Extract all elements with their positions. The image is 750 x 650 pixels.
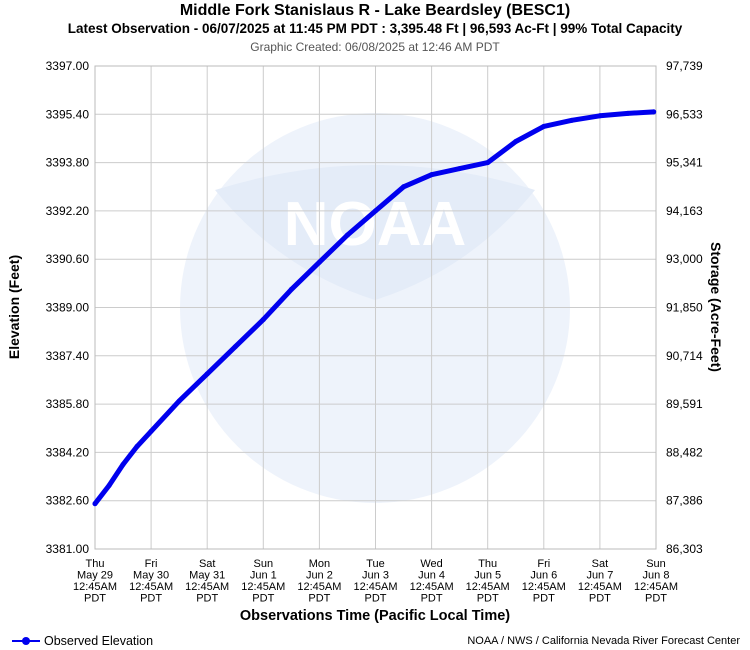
x-tick-label: Thu May 29 12:45AM PDT xyxy=(73,558,117,605)
x-tick-label: Sun Jun 1 12:45AM PDT xyxy=(241,558,285,605)
y-tick-label: 3389.00 xyxy=(46,301,90,315)
y-axis-right-ticks: 97,739 96,533 95,341 94,163 93,000 91,850 90,7… xyxy=(666,59,703,556)
y-tick-label: 3392.20 xyxy=(46,204,90,218)
x-tick-label: Sat Jun 7 12:45AM PDT xyxy=(578,558,622,605)
data-point xyxy=(148,428,154,434)
y-tick-label: 3387.40 xyxy=(46,349,90,363)
y-tick-label: 3385.80 xyxy=(46,397,90,411)
x-axis-ticks: Thu May 29 12:45AM PDT Fri May 30 12:45AM PDT Sa… xyxy=(73,558,678,605)
y-axis-label: Elevation (Feet) xyxy=(6,255,22,359)
grid-lines xyxy=(94,65,657,550)
data-point xyxy=(120,461,126,467)
data-point xyxy=(176,398,182,404)
x-tick-label: Sat May 31 12:45AM PDT xyxy=(185,558,229,605)
data-point xyxy=(260,317,266,323)
x-tick-label: Fri May 30 12:45AM PDT xyxy=(129,558,173,605)
legend: Observed Elevation xyxy=(12,634,153,648)
y2-tick-label: 96,533 xyxy=(666,107,703,121)
y2-axis-label: Storage (Acre-Feet) xyxy=(708,242,724,372)
y-tick-label: 3393.80 xyxy=(46,156,90,170)
x-tick-label: Thu Jun 5 12:45AM PDT xyxy=(466,558,510,605)
series-observed-elevation xyxy=(92,109,657,507)
data-point xyxy=(597,113,603,119)
data-point xyxy=(373,208,378,214)
y2-tick-label: 95,341 xyxy=(666,156,703,170)
data-point xyxy=(401,184,407,190)
data-point xyxy=(485,160,491,166)
line-with-dot-icon xyxy=(12,634,40,648)
data-point xyxy=(651,109,657,115)
x-tick-label: Fri Jun 6 12:45AM PDT xyxy=(522,558,566,605)
y-tick-label: 3384.20 xyxy=(46,445,90,459)
x-tick-label: Tue Jun 3 12:45AM PDT xyxy=(353,558,397,605)
data-point xyxy=(625,110,631,116)
data-point xyxy=(288,286,294,292)
y2-tick-label: 91,850 xyxy=(666,301,703,315)
y-axis-left-ticks: 3397.00 3395.40 3393.80 3392.20 3390.60 3389.… xyxy=(46,59,90,556)
y2-tick-label: 87,386 xyxy=(666,494,703,508)
y2-tick-label: 88,482 xyxy=(666,445,703,459)
x-tick-label: Mon Jun 2 12:45AM PDT xyxy=(297,558,341,605)
x-tick-label: Wed Jun 4 12:45AM PDT xyxy=(410,558,454,605)
y-tick-label: 3382.60 xyxy=(46,494,90,508)
data-point xyxy=(134,443,140,449)
data-point xyxy=(106,483,112,489)
created-timestamp: Graphic Created: 06/08/2025 at 12:46 AM … xyxy=(250,40,500,54)
plot-frame xyxy=(94,65,657,550)
y2-tick-label: 86,303 xyxy=(666,542,703,556)
data-point xyxy=(316,259,322,265)
data-point xyxy=(232,344,238,350)
y2-tick-label: 89,591 xyxy=(666,397,703,411)
credit-text: NOAA / NWS / California Nevada River For… xyxy=(467,635,740,647)
x-axis-label: Observations Time (Pacific Local Time) xyxy=(240,608,510,624)
y2-tick-label: 97,739 xyxy=(666,59,703,73)
y-tick-label: 3397.00 xyxy=(46,59,90,73)
y-tick-label: 3390.60 xyxy=(46,252,90,266)
data-point xyxy=(344,232,350,238)
y-tick-label: 3395.40 xyxy=(46,107,90,121)
y2-tick-label: 94,163 xyxy=(666,204,703,218)
data-point xyxy=(429,172,435,178)
y2-tick-label: 93,000 xyxy=(666,252,703,266)
chart-title: Middle Fork Stanislaus R - Lake Beardsle… xyxy=(179,2,571,19)
x-tick-label: Sun Jun 8 12:45AM PDT xyxy=(634,558,678,605)
data-point xyxy=(92,501,98,507)
data-point xyxy=(569,117,575,123)
data-point xyxy=(204,371,210,377)
y-tick-label: 3381.00 xyxy=(46,542,90,556)
data-point xyxy=(513,138,519,144)
chart-subtitle: Latest Observation - 06/07/2025 at 11:45… xyxy=(67,21,683,36)
data-point xyxy=(541,123,547,129)
y2-tick-label: 90,714 xyxy=(666,349,703,363)
legend-label: Observed Elevation xyxy=(44,634,154,648)
data-point xyxy=(457,166,463,172)
